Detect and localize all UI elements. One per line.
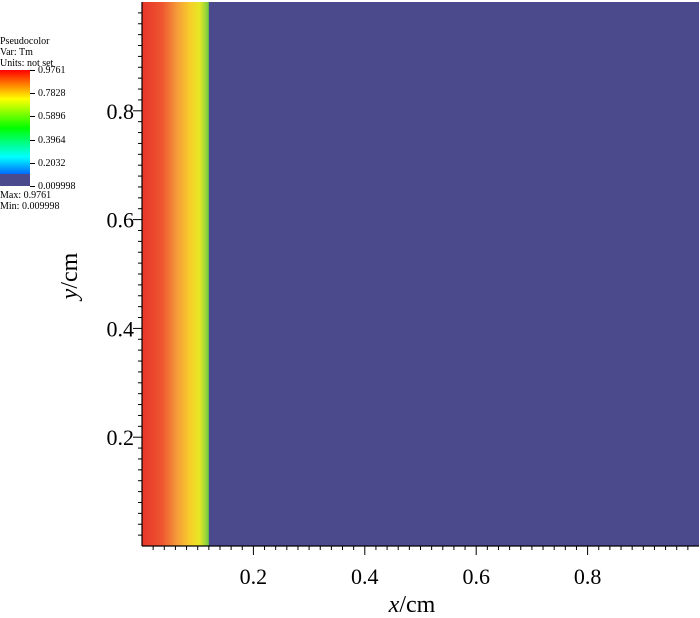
y-axis-unit: /cm — [57, 252, 83, 288]
field-background — [142, 2, 699, 546]
x-tick-label: 0.8 — [574, 564, 602, 589]
colorbar-tick — [30, 70, 35, 71]
colorbar-label: 0.009998 — [38, 181, 76, 192]
colorbar-tick — [30, 162, 35, 164]
legend-min: Min: 0.009998 — [0, 201, 60, 212]
y-axis-label: y/cm — [57, 252, 83, 301]
colorbar-label: 0.3964 — [38, 134, 66, 146]
legend-units: Units: not set — [0, 58, 54, 69]
colorbar-legend: Pseudocolor Var: Tm Units: not set 0.976… — [0, 36, 92, 212]
y-axis-var: y — [57, 288, 83, 301]
x-axis-label: x/cm — [388, 592, 436, 618]
colorbar-tick — [30, 186, 35, 187]
y-tick-label: 0.4 — [107, 316, 135, 341]
x-tick-label: 0.4 — [351, 564, 379, 589]
colorbar-tick — [30, 93, 35, 95]
legend-scale: 0.9761 0.7828 0.5896 0.3964 0.2032 0.009998 — [0, 65, 92, 192]
y-tick-label: 0.2 — [107, 425, 135, 450]
axes: 0.2 0.4 0.6 0.8 0.2 0.4 0.6 0.8 — [107, 2, 699, 589]
x-axis-var: x — [388, 592, 400, 618]
colorbar-label: 0.9761 — [38, 65, 66, 76]
colorbar-label: 0.2032 — [38, 157, 66, 169]
y-tick-label: 0.6 — [107, 208, 135, 233]
field-hot-region — [142, 2, 209, 546]
colorbar-low-band — [0, 174, 30, 186]
legend-plot-type: Pseudocolor — [0, 36, 50, 47]
legend-max: Max: 0.9761 — [0, 190, 52, 201]
colorbar-label: 0.7828 — [38, 88, 66, 100]
colorbar-tick — [30, 116, 35, 118]
y-tick-label: 0.8 — [107, 99, 135, 124]
legend-variable: Var: Tm — [0, 47, 33, 58]
x-tick-label: 0.6 — [462, 564, 490, 589]
x-axis-unit: /cm — [399, 592, 435, 618]
colorbar-label: 0.5896 — [38, 111, 66, 123]
colorbar-tick — [30, 139, 35, 141]
plot-area — [142, 2, 699, 546]
x-tick-label: 0.2 — [240, 564, 268, 589]
colorbar — [0, 70, 30, 186]
